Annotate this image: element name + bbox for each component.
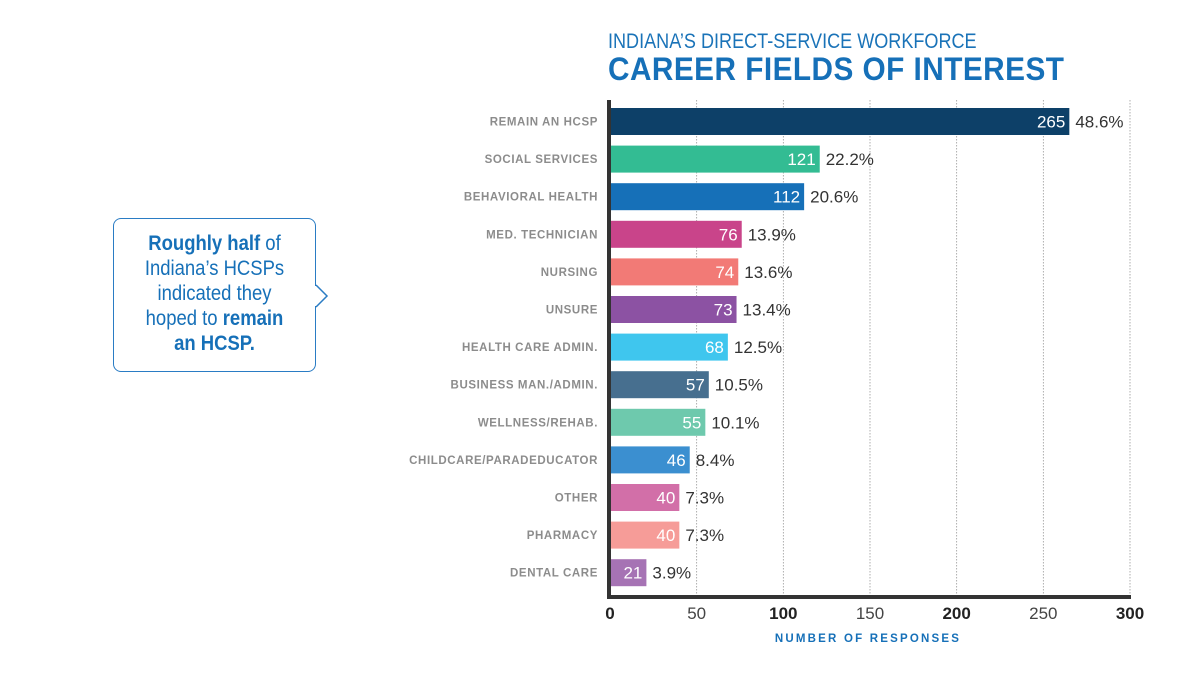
value-label: 121 bbox=[787, 150, 815, 169]
category-labels: REMAIN AN HCSP SOCIAL SERVICES BEHAVIORAL … bbox=[409, 117, 598, 580]
bar bbox=[610, 446, 690, 474]
bar bbox=[610, 220, 742, 248]
value-label: 46 bbox=[667, 451, 686, 470]
callout-text-part: hoped to bbox=[145, 307, 223, 330]
x-tick-label: 0 bbox=[605, 604, 614, 623]
callout-text-part: of bbox=[260, 232, 281, 255]
category-label: REMAIN AN HCSP bbox=[490, 117, 598, 129]
value-label: 76 bbox=[719, 225, 738, 244]
callout-line: Indiana’s HCSPs bbox=[144, 257, 285, 280]
category-label: PHARMACY bbox=[527, 530, 598, 542]
category-label: DENTAL CARE bbox=[510, 568, 598, 580]
chart-subtitle: INDIANA’S DIRECT-SERVICE WORKFORCE bbox=[608, 30, 977, 53]
percent-labels: 48.6% 22.2% 20.6% 13.9% 13.6% 13.4% 12.5% 10.5%… bbox=[652, 113, 1123, 583]
value-label: 40 bbox=[656, 489, 675, 508]
category-label: WELLNESS/REHAB. bbox=[478, 417, 598, 429]
bar bbox=[610, 521, 680, 549]
bar bbox=[610, 408, 706, 436]
category-label: NURSING bbox=[541, 267, 598, 279]
category-label: UNSURE bbox=[546, 305, 598, 317]
callout-pointer-icon bbox=[315, 284, 329, 308]
x-tick-label: 150 bbox=[856, 604, 884, 623]
bar bbox=[610, 296, 737, 323]
callout-box: Roughly half of Indiana’s HCSPs indicate… bbox=[113, 218, 316, 372]
percent-label: 7.3% bbox=[685, 526, 724, 545]
percent-label: 3.9% bbox=[652, 564, 691, 583]
bar bbox=[610, 258, 739, 286]
category-label: OTHER bbox=[555, 493, 598, 505]
category-label: BEHAVIORAL HEALTH bbox=[464, 192, 598, 204]
value-label: 74 bbox=[715, 263, 734, 282]
category-label: HEALTH CARE ADMIN. bbox=[462, 342, 598, 354]
value-label: 40 bbox=[656, 526, 675, 545]
category-label: MED. TECHNICIAN bbox=[486, 229, 598, 241]
value-label: 112 bbox=[773, 188, 800, 207]
percent-label: 10.5% bbox=[715, 376, 763, 395]
x-tick-label: 300 bbox=[1116, 604, 1144, 623]
bar bbox=[610, 108, 1070, 135]
percent-label: 10.1% bbox=[711, 413, 759, 432]
percent-label: 22.2% bbox=[826, 150, 874, 169]
category-label: SOCIAL SERVICES bbox=[485, 154, 598, 166]
x-tick-label: 250 bbox=[1029, 604, 1057, 623]
value-label: 73 bbox=[714, 301, 733, 320]
x-tick-label: 50 bbox=[687, 604, 706, 623]
callout-line: indicated they bbox=[157, 282, 272, 305]
x-tick-label: 200 bbox=[942, 604, 970, 623]
category-label: BUSINESS MAN./ADMIN. bbox=[451, 380, 598, 392]
percent-label: 20.6% bbox=[810, 188, 858, 207]
percent-label: 7.3% bbox=[685, 489, 724, 508]
x-tick-label: 100 bbox=[769, 604, 797, 623]
bar bbox=[610, 333, 728, 361]
percent-label: 8.4% bbox=[696, 451, 735, 470]
percent-label: 12.5% bbox=[734, 338, 782, 357]
callout-emphasis: Roughly half bbox=[148, 232, 261, 255]
bar bbox=[610, 183, 805, 211]
value-label: 57 bbox=[686, 376, 705, 395]
value-label: 265 bbox=[1037, 113, 1065, 132]
bar bbox=[610, 559, 647, 587]
percent-label: 13.6% bbox=[744, 263, 792, 282]
percent-label: 48.6% bbox=[1075, 113, 1123, 132]
bar bbox=[610, 145, 820, 173]
value-label: 68 bbox=[705, 338, 724, 357]
value-label: 21 bbox=[623, 564, 642, 583]
x-tick-labels: 0 50 100 150 200 250 300 bbox=[605, 604, 1144, 623]
value-label: 55 bbox=[682, 413, 701, 432]
x-axis-label: NUMBER OF RESPONSES bbox=[775, 633, 961, 645]
callout-text: Roughly half of Indiana’s HCSPs indicate… bbox=[126, 231, 303, 356]
chart-header: INDIANA’S DIRECT-SERVICE WORKFORCE CAREE… bbox=[608, 30, 1099, 87]
chart-title: CAREER FIELDS OF INTEREST bbox=[608, 51, 1065, 87]
callout-emphasis: remain bbox=[222, 307, 284, 330]
category-label: CHILDCARE/PARADEDUCATOR bbox=[409, 455, 598, 467]
bar bbox=[610, 371, 709, 399]
bar bbox=[610, 484, 680, 511]
callout-emphasis: an HCSP. bbox=[174, 332, 255, 355]
percent-label: 13.9% bbox=[748, 225, 796, 244]
gridlines bbox=[696, 100, 1131, 597]
percent-label: 13.4% bbox=[743, 301, 791, 320]
bars bbox=[610, 108, 1070, 587]
